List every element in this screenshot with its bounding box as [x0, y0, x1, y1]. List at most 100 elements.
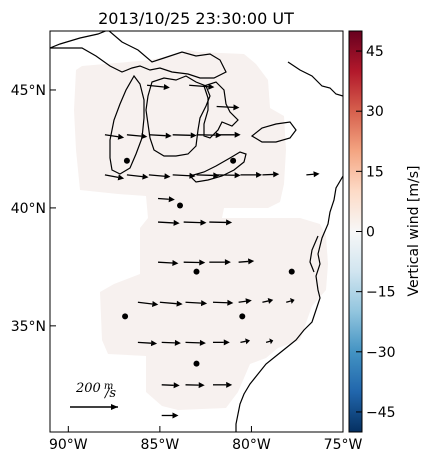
wind-vector-head	[208, 83, 215, 90]
colorbar-label: Vertical wind [m/s]	[406, 166, 422, 297]
station-marker	[122, 313, 129, 320]
wind-vector	[262, 298, 274, 304]
wind-vector-head	[142, 173, 149, 180]
station-marker	[193, 268, 200, 275]
lon-tick-label: 85°W	[141, 437, 180, 453]
wind-vector-head	[173, 382, 180, 389]
wind-vector	[185, 339, 206, 346]
wind-vectors	[104, 83, 320, 419]
coast-chesapeake	[309, 235, 319, 273]
lat-tick-label: 40°N	[11, 201, 46, 217]
wind-vector-head	[313, 171, 320, 178]
wind-vector-head	[269, 338, 274, 345]
wind-vector-head	[200, 219, 207, 226]
wind-vector-shaft	[157, 197, 169, 200]
vertical-wind-region	[74, 50, 328, 410]
coast-lake-erie	[188, 151, 247, 183]
wind-vector	[240, 171, 263, 178]
coast-northeast	[287, 61, 343, 97]
wind-vector-shaft	[137, 301, 153, 305]
coast-lake-ontario	[250, 121, 297, 143]
wind-vector-shaft	[158, 261, 173, 264]
wind-vector-head	[150, 340, 158, 347]
wind-vector-head	[117, 174, 125, 181]
wind-vector-shaft	[148, 134, 166, 137]
coast-lake-superior	[50, 31, 227, 79]
wind-vector	[216, 172, 241, 179]
wind-vector-shaft	[126, 174, 143, 178]
colorbar-gradient	[349, 31, 362, 432]
wind-vector-head	[173, 219, 180, 226]
station-markers	[122, 157, 295, 367]
wind-vector	[183, 219, 207, 226]
wind-vector-head	[290, 298, 295, 304]
wind-vector	[146, 84, 170, 91]
wind-vector-head	[224, 259, 231, 266]
wind-vector-shaft	[216, 105, 234, 109]
wind-vector	[148, 132, 172, 139]
wind-vector	[183, 259, 206, 266]
wind-vector-head	[151, 300, 159, 307]
wind-vector	[148, 173, 171, 180]
colorbar-tick-label: −30	[366, 345, 396, 361]
wind-vector	[185, 382, 205, 389]
wind-vector-head	[213, 172, 220, 179]
wind-vector-shaft	[183, 221, 201, 224]
lon-tick-label: 75°W	[324, 437, 363, 453]
lon-tick-label: 80°W	[232, 437, 271, 453]
wind-vector	[262, 171, 280, 178]
vertical-wind-field	[74, 50, 328, 410]
wind-vector-head	[245, 338, 251, 345]
colorbar: 45 30 15 0 −15 −30 −45 Vertical wind [m/s]	[348, 30, 422, 433]
figure-title: 2013/10/25 23:30:00 UT	[98, 9, 294, 28]
wind-vector-head	[163, 84, 170, 91]
wind-vector-head	[172, 412, 179, 419]
wind-vector-shaft	[265, 340, 271, 343]
station-marker	[230, 157, 237, 164]
coast-lake-huron	[203, 81, 239, 139]
wind-vector-shaft	[286, 300, 292, 303]
wind-vector	[212, 299, 234, 306]
colorbar-tick-label: 15	[366, 164, 384, 180]
wind-vector-shaft	[148, 174, 165, 177]
scale-unit: /s	[103, 386, 116, 401]
wind-vector	[104, 174, 125, 181]
wind-vector-head	[223, 339, 230, 346]
coast-lake-michigan	[109, 74, 145, 175]
wind-vector-head	[227, 299, 234, 306]
station-marker	[123, 157, 130, 164]
wind-vector	[172, 172, 196, 179]
wind-vector-head	[168, 196, 175, 203]
coast-atlantic	[235, 175, 343, 432]
wind-vector-head	[198, 382, 205, 389]
wind-vector-shaft	[185, 301, 202, 304]
wind-vector-head	[267, 298, 274, 304]
wind-vector	[185, 300, 208, 307]
scale-arrow-head	[111, 404, 118, 410]
wind-vector-head	[172, 260, 179, 267]
colorbar-tick-label: 45	[366, 44, 384, 60]
wind-vector	[137, 300, 159, 307]
wind-vector	[216, 104, 240, 111]
wind-vector-shaft	[189, 84, 209, 88]
colorbar-tick-label: 0	[366, 225, 375, 241]
wind-vector	[189, 83, 215, 90]
wind-vector-head	[189, 172, 196, 179]
wind-vector-head	[234, 172, 241, 179]
wind-vector-head	[256, 171, 263, 178]
colorbar-ticks: 45 30 15 0 −15 −30 −45	[356, 44, 396, 421]
wind-vector	[126, 173, 149, 180]
wind-vector	[209, 259, 231, 266]
wind-vector-head	[273, 171, 280, 178]
wind-vector	[157, 196, 175, 203]
wind-vector-head	[200, 300, 208, 307]
wind-vector-head	[141, 133, 148, 140]
wind-vector	[238, 258, 255, 265]
wind-vector	[240, 338, 251, 345]
lon-tick-label: 90°W	[49, 437, 88, 453]
wind-vector-shaft	[185, 341, 200, 344]
wind-vector-head	[248, 258, 255, 265]
coast-michigan-peninsula	[145, 75, 211, 157]
station-marker	[177, 202, 184, 209]
